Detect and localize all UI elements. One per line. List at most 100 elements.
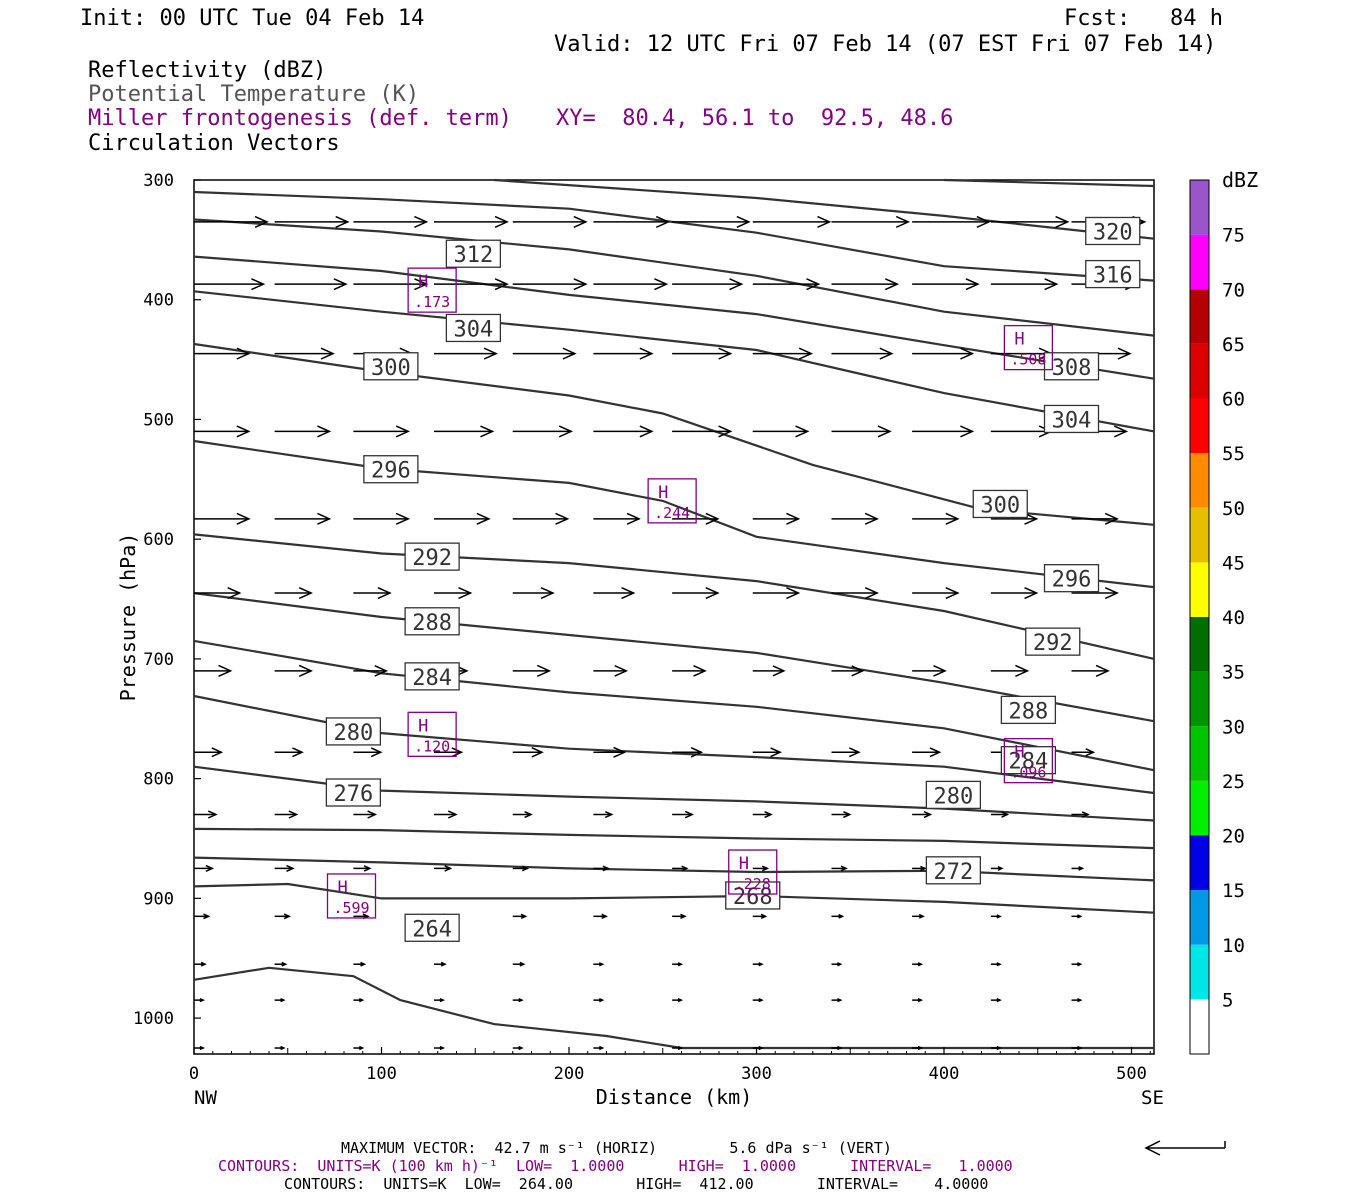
- circulation-vector: [831, 962, 843, 967]
- circulation-vector: [831, 425, 892, 438]
- circulation-vector: [752, 512, 801, 525]
- end-label-se: SE: [1141, 1087, 1164, 1109]
- theta-line-268: [193, 882, 1155, 914]
- svg-text:.096: .096: [1010, 764, 1046, 782]
- circulation-vector: [194, 278, 266, 291]
- colorbar-label: 15: [1222, 880, 1245, 902]
- circulation-vector: [912, 913, 925, 919]
- circulation-vector: [672, 278, 744, 291]
- circulation-vector: [990, 914, 1002, 919]
- circulation-vector: [752, 347, 814, 360]
- circulation-vector: [912, 347, 975, 360]
- circulation-vector: [593, 746, 627, 758]
- svg-text:292: 292: [1033, 631, 1073, 656]
- circulation-vector: [990, 866, 1004, 871]
- circulation-vector: [593, 1045, 605, 1051]
- circulation-vector: [593, 586, 636, 600]
- circulation-vector: [434, 425, 495, 438]
- circulation-vector: [512, 664, 552, 677]
- circulation-vector: [831, 278, 900, 291]
- svg-text:320: 320: [1093, 220, 1133, 245]
- circulation-vector: [353, 998, 365, 1003]
- plot-frame: [193, 179, 1155, 1055]
- circulation-vector: [274, 998, 286, 1003]
- circulation-vector: [912, 962, 924, 967]
- circulation-vector: [512, 215, 588, 228]
- circulation-vector: [274, 425, 332, 438]
- svg-text:304: 304: [1052, 408, 1092, 433]
- svg-text:296: 296: [371, 459, 411, 484]
- colorbar-label: 65: [1222, 334, 1245, 356]
- svg-text:H: H: [1014, 330, 1024, 350]
- theta-line-316: [193, 190, 1155, 282]
- y-tick-label: 300: [143, 171, 174, 191]
- theta-line-308: [193, 255, 1155, 380]
- theta-label: 264: [404, 913, 460, 942]
- y-tick-label: 500: [143, 410, 174, 430]
- svg-text:.599: .599: [333, 899, 369, 917]
- colorbar-label: 25: [1222, 771, 1245, 793]
- circulation-vector: [434, 278, 509, 291]
- circulation-vector: [274, 664, 313, 677]
- frontogenesis-maximum: H.120: [407, 711, 457, 757]
- theta-line-292: [193, 533, 1155, 660]
- circulation-vector: [512, 961, 526, 967]
- circulation-vector: [353, 865, 372, 872]
- circulation-vector: [672, 962, 684, 967]
- theta-label: 272: [925, 856, 982, 885]
- circulation-vector: [194, 664, 233, 677]
- colorbar-swatch: [1190, 398, 1209, 454]
- circulation-vector: [353, 747, 383, 758]
- colorbar-swatch: [1190, 453, 1209, 508]
- circulation-vector: [990, 811, 1010, 818]
- circulation-vector: [274, 586, 313, 600]
- circulation-vector: [353, 425, 411, 438]
- circulation-vector: [194, 747, 224, 758]
- circulation-vector: [752, 278, 821, 291]
- max-vector-note: MAXIMUM VECTOR: 42.7 m s⁻¹ (HORIZ) 5.6 d…: [341, 1139, 892, 1157]
- field-reflectivity: Reflectivity (dBZ): [88, 58, 327, 83]
- svg-text:268: 268: [733, 885, 773, 910]
- theta-label: 300: [972, 489, 1028, 518]
- circulation-vector: [194, 215, 269, 228]
- circulation-vector: [434, 810, 458, 819]
- colorbar-label: 10: [1222, 935, 1245, 957]
- frontogenesis-maximum: H.599: [326, 873, 377, 919]
- x-tick-label: 500: [1116, 1064, 1147, 1084]
- svg-text:264: 264: [412, 917, 452, 942]
- x-tick-label: 300: [741, 1064, 772, 1084]
- colorbar-label: 35: [1222, 662, 1245, 684]
- circulation-vector: [274, 810, 299, 819]
- circulation-vector: [752, 810, 773, 819]
- frontogenesis-maximum: H.173: [407, 267, 457, 313]
- svg-text:308: 308: [1052, 356, 1092, 381]
- circulation-vector: [990, 425, 1053, 438]
- svg-text:H: H: [418, 272, 428, 292]
- circulation-vector: [512, 865, 530, 872]
- circulation-vector: [512, 1045, 524, 1051]
- colorbar-swatch: [1190, 507, 1209, 563]
- circulation-vector: [672, 865, 689, 872]
- theta-label: 308: [1043, 352, 1100, 381]
- colorbar-label: 50: [1222, 498, 1245, 520]
- circulation-vector: [990, 1045, 1002, 1051]
- theta-label: 304: [1043, 404, 1100, 433]
- theta-label: 316: [1085, 259, 1141, 289]
- init-time: Init: 00 UTC Tue 04 Feb 14: [80, 6, 425, 31]
- colorbar-swatch: [1190, 999, 1209, 1054]
- circulation-vector: [831, 215, 911, 228]
- circulation-vector: [672, 913, 687, 920]
- circulation-vector: [353, 665, 389, 677]
- circulation-vector: [831, 665, 865, 677]
- circulation-vector: [1071, 998, 1083, 1003]
- circulation-vector: [593, 347, 654, 360]
- circulation-vector: [512, 810, 533, 819]
- colorbar-swatch: [1190, 234, 1209, 290]
- circulation-vector: [912, 586, 960, 600]
- end-label-nw: NW: [194, 1087, 217, 1109]
- x-axis-label: Distance (km): [596, 1085, 753, 1109]
- circulation-vector: [512, 747, 544, 758]
- circulation-vector: [1071, 664, 1110, 677]
- circulation-vector: [672, 665, 707, 677]
- circulation-vector: [593, 425, 654, 438]
